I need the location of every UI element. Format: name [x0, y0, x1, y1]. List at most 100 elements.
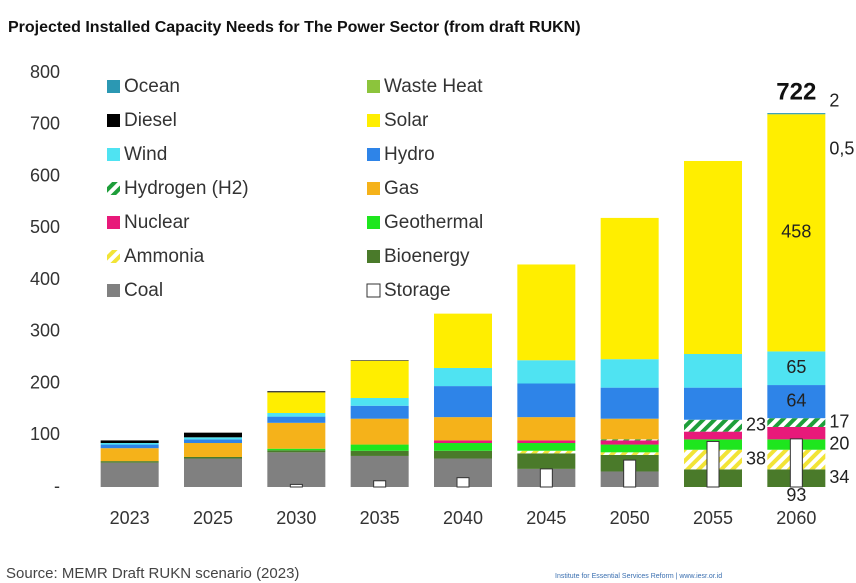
bar-segment	[267, 452, 326, 487]
bar-segment	[600, 418, 659, 440]
bar-segment	[184, 437, 242, 440]
bar-segment	[517, 383, 576, 418]
overlay-bar	[456, 477, 470, 488]
bar-segment	[684, 431, 742, 440]
overlay-bar	[623, 459, 637, 488]
value-label: 93	[786, 485, 806, 505]
bar-segment	[434, 386, 492, 418]
bar-segment	[600, 439, 659, 441]
legend-label: Bioenergy	[384, 246, 470, 267]
bar-segment	[684, 419, 742, 432]
bar-segment	[434, 417, 492, 441]
bar-segment	[184, 439, 242, 444]
legend-swatch	[367, 114, 380, 127]
bar-segment	[434, 450, 492, 459]
x-tick-label: 2040	[443, 508, 483, 528]
bar-segment	[350, 405, 409, 419]
x-tick-label: 2023	[110, 508, 150, 528]
legend-label: Solar	[384, 110, 429, 131]
bar-segment	[600, 444, 659, 453]
chart-title: Projected Installed Capacity Needs for T…	[8, 19, 581, 36]
x-tick-label: 2060	[776, 508, 816, 528]
legend-swatch	[107, 80, 120, 93]
bar-segment	[767, 426, 826, 440]
x-tick-label: 2050	[610, 508, 650, 528]
bar-segment	[100, 443, 159, 445]
bar-segment	[600, 387, 659, 419]
bar-segment	[434, 443, 492, 451]
bar-segment	[100, 461, 159, 463]
bar-segment	[100, 444, 159, 449]
value-label: 23	[746, 414, 766, 434]
bar-segment	[267, 422, 326, 449]
bar-segment	[350, 360, 409, 361]
bar-segment	[267, 392, 326, 413]
y-tick-label: 600	[30, 165, 60, 185]
legend-swatch	[107, 182, 120, 195]
legend-swatch	[107, 114, 120, 127]
bar-segment	[600, 359, 659, 388]
bar-segment	[767, 114, 826, 352]
overlay-bar	[373, 480, 387, 488]
legend-label: Storage	[384, 280, 451, 301]
overlay-bar	[289, 483, 303, 488]
legend-label: Ammonia	[124, 246, 205, 267]
bar-segment	[100, 440, 159, 444]
bar-segment	[267, 416, 326, 423]
bar-segment	[517, 264, 576, 361]
bar-segment	[267, 412, 326, 417]
bar-segment	[350, 450, 409, 456]
y-tick-label: 100	[30, 424, 60, 444]
legend-swatch	[107, 250, 120, 263]
bar-segment	[684, 160, 742, 355]
bar-segment	[767, 351, 826, 386]
legend-label: Hydrogen (H2)	[124, 178, 249, 199]
bar-segment	[517, 417, 576, 441]
legend-swatch	[107, 216, 120, 229]
bar-segment	[434, 440, 492, 444]
legend-label: Ocean	[124, 76, 180, 97]
value-label: 2	[829, 90, 839, 110]
bar-segment	[767, 385, 826, 419]
legend-label: Hydro	[384, 144, 435, 165]
total-label: 722	[776, 78, 816, 105]
x-tick-label: 2055	[693, 508, 733, 528]
bar-segment	[184, 432, 242, 438]
bar-segment	[767, 418, 826, 427]
legend-label: Wind	[124, 144, 167, 165]
value-label: 64	[786, 390, 806, 410]
legend-swatch	[107, 148, 120, 161]
bar-segment	[600, 217, 659, 360]
bar-segment	[517, 443, 576, 451]
bar-segment	[350, 444, 409, 451]
x-tick-label: 2045	[526, 508, 566, 528]
y-tick-label: -	[54, 476, 60, 496]
bar-segment	[517, 440, 576, 444]
y-tick-label: 300	[30, 321, 60, 341]
bar-segment	[267, 391, 326, 393]
value-label: 38	[746, 448, 766, 468]
credit: Institute for Essential Services Reform …	[555, 573, 722, 580]
bar-segment	[184, 443, 242, 457]
legend-label: Coal	[124, 280, 163, 301]
legend-swatch	[367, 148, 380, 161]
bar-segment	[100, 462, 159, 487]
bar-segment	[434, 313, 492, 368]
bar-segment	[767, 113, 826, 115]
legend-label: Geothermal	[384, 212, 483, 233]
legend-swatch	[367, 80, 380, 93]
x-tick-label: 2030	[276, 508, 316, 528]
overlay-bar	[789, 438, 803, 488]
overlay-bar	[706, 440, 720, 488]
value-label: 17	[829, 411, 849, 431]
bar-segment	[434, 367, 492, 387]
bar-segment	[100, 448, 159, 462]
bar-segment	[350, 397, 409, 406]
bar-segment	[684, 354, 742, 388]
bar-segment	[267, 450, 326, 453]
value-label: 34	[829, 467, 849, 487]
value-label: 20	[829, 433, 849, 453]
legend-swatch	[107, 284, 120, 297]
value-label: 458	[781, 222, 811, 242]
